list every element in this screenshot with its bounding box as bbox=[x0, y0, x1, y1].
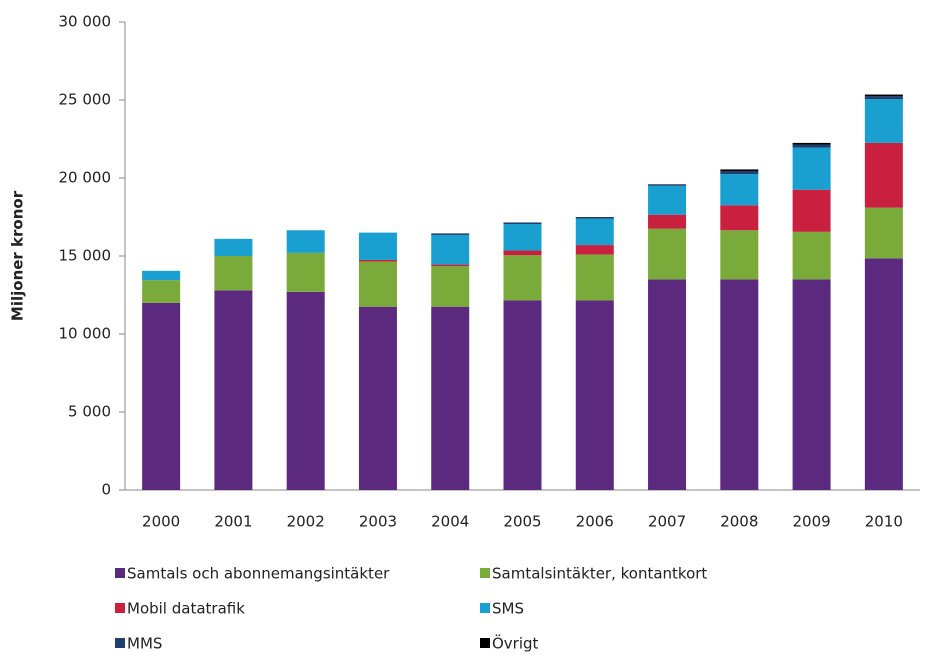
bar-segment bbox=[503, 224, 542, 251]
bar-segment bbox=[142, 280, 181, 303]
bar-segment bbox=[648, 228, 687, 280]
bar-segment bbox=[214, 238, 253, 256]
x-tick-label: 2000 bbox=[142, 513, 180, 531]
bar-segment bbox=[286, 252, 325, 292]
x-tick-label: 2009 bbox=[792, 513, 830, 531]
bar-segment bbox=[792, 147, 831, 190]
bar-segment bbox=[286, 291, 325, 490]
bar-segment bbox=[648, 279, 687, 490]
bar-segment bbox=[431, 233, 470, 235]
y-tick-label: 25 000 bbox=[59, 91, 112, 109]
bar-segment bbox=[720, 230, 759, 280]
bar-segment bbox=[864, 142, 903, 208]
legend-label: Övrigt bbox=[492, 634, 539, 653]
x-tick-label: 2010 bbox=[865, 513, 903, 531]
y-tick-label: 20 000 bbox=[59, 169, 112, 187]
bar-segment bbox=[792, 142, 831, 145]
y-axis-label: Miljoner kronor bbox=[9, 190, 27, 321]
x-tick-label: 2005 bbox=[503, 513, 541, 531]
bar-segment bbox=[864, 94, 903, 97]
bar-segment bbox=[792, 144, 831, 148]
bar-segment bbox=[864, 258, 903, 490]
y-tick-label: 0 bbox=[101, 481, 111, 499]
bar-segment bbox=[431, 234, 470, 265]
x-tick-label: 2006 bbox=[576, 513, 614, 531]
y-tick-label: 15 000 bbox=[59, 247, 112, 265]
legend-label: SMS bbox=[492, 600, 524, 618]
legend-swatch bbox=[115, 568, 125, 578]
bar-segment bbox=[142, 302, 181, 490]
bar-segment bbox=[286, 230, 325, 253]
bar-segment bbox=[503, 250, 542, 256]
bar-segment bbox=[648, 184, 687, 186]
bar-segment bbox=[503, 300, 542, 490]
y-tick-label: 10 000 bbox=[59, 325, 112, 343]
bar-segment bbox=[142, 270, 181, 281]
x-tick-label: 2004 bbox=[431, 513, 469, 531]
bar-segment bbox=[864, 99, 903, 143]
bar-segment bbox=[575, 300, 614, 490]
bar-segment bbox=[358, 259, 397, 262]
bar-segment bbox=[792, 231, 831, 280]
legend-swatch bbox=[115, 603, 125, 613]
bar-segment bbox=[648, 214, 687, 229]
legend-label: Samtalsintäkter, kontantkort bbox=[492, 565, 707, 583]
bar-segment bbox=[720, 174, 759, 206]
bar-segment bbox=[720, 170, 759, 175]
bar-segment bbox=[792, 279, 831, 490]
x-tick-label: 2008 bbox=[720, 513, 758, 531]
legend-swatch bbox=[115, 638, 125, 648]
y-tick-label: 5 000 bbox=[68, 403, 111, 421]
bar-segment bbox=[214, 290, 253, 490]
legend-label: Mobil datatrafik bbox=[127, 600, 245, 618]
bar-segment bbox=[648, 185, 687, 215]
bar-segment bbox=[720, 279, 759, 490]
bar-segment bbox=[358, 232, 397, 260]
bar-segment bbox=[503, 222, 542, 225]
y-tick-label: 30 000 bbox=[59, 13, 112, 31]
bar-segment bbox=[792, 189, 831, 232]
x-tick-label: 2007 bbox=[648, 513, 686, 531]
bar-segment bbox=[575, 245, 614, 255]
legend-swatch bbox=[480, 638, 490, 648]
bar-segment bbox=[720, 169, 759, 171]
legend-label: MMS bbox=[127, 635, 162, 653]
x-tick-label: 2003 bbox=[359, 513, 397, 531]
legend-swatch bbox=[480, 568, 490, 578]
bar-segment bbox=[575, 254, 614, 301]
x-tick-label: 2002 bbox=[287, 513, 325, 531]
bar-segment bbox=[358, 261, 397, 307]
bar-segment bbox=[864, 96, 903, 100]
bar-segment bbox=[864, 207, 903, 259]
bar-segment bbox=[431, 264, 470, 267]
legend-swatch bbox=[480, 603, 490, 613]
legend-label: Samtals och abonnemangsintäkter bbox=[127, 565, 390, 583]
bar-segment bbox=[575, 217, 614, 219]
bar-segment bbox=[720, 205, 759, 231]
bar-segment bbox=[575, 218, 614, 246]
bar-segment bbox=[431, 266, 470, 307]
bar-segment bbox=[503, 255, 542, 301]
bar-segment bbox=[431, 306, 470, 490]
bar-segment bbox=[214, 256, 253, 291]
x-tick-label: 2001 bbox=[214, 513, 252, 531]
bar-segment bbox=[358, 306, 397, 490]
